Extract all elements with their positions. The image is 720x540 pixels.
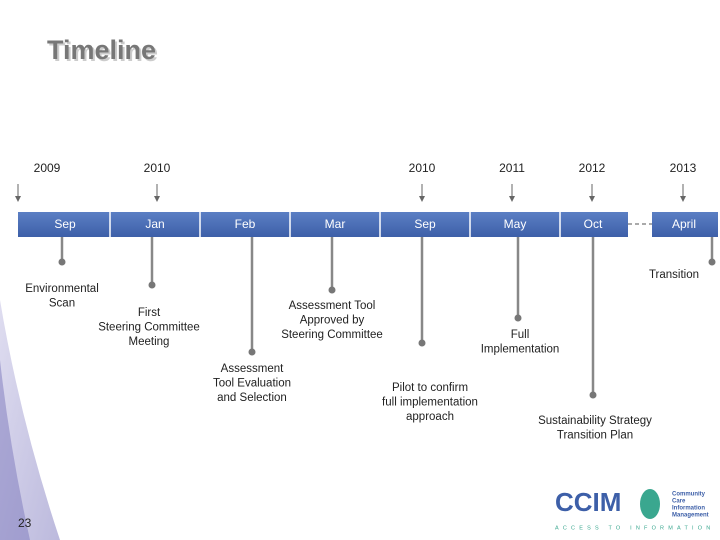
milestone-dot	[328, 286, 336, 294]
logo-name: CCIM	[555, 487, 621, 517]
year-arrow-head	[154, 196, 160, 202]
logo-org: Management	[672, 513, 709, 519]
logo: CCIM ACCESS TO INFORMATION	[555, 487, 714, 532]
logo-tagline: ACCESS TO INFORMATION	[555, 525, 714, 531]
milestone-label: Environmental	[25, 283, 99, 295]
milestone-dot	[418, 339, 426, 347]
milestone-label: Steering Committee	[98, 322, 200, 334]
milestone-label: Scan	[49, 298, 75, 310]
milestone-label: Transition Plan	[557, 430, 633, 442]
year-arrow-head	[419, 196, 425, 202]
milestone-label: Implementation	[481, 344, 560, 356]
logo-org: Care	[672, 499, 686, 505]
month: Oct	[584, 217, 603, 231]
milestone-dot	[589, 391, 597, 399]
year-arrow-head	[509, 196, 515, 202]
month: Jan	[145, 217, 164, 231]
month: Mar	[325, 217, 346, 231]
logo-org: Information	[672, 506, 705, 512]
decoration	[0, 360, 30, 540]
milestone-label: Assessment Tool	[289, 300, 376, 312]
year-arrow-head	[589, 196, 595, 202]
timeline-bar	[652, 212, 718, 237]
milestone-dot	[514, 314, 522, 322]
month: Sep	[54, 217, 76, 231]
timeline-bar	[18, 212, 628, 237]
month: April	[672, 217, 696, 231]
milestone-label: Approved by	[300, 315, 365, 327]
title: Timeline	[47, 35, 156, 65]
milestone-label: Steering Committee	[281, 329, 383, 341]
year: 2010	[144, 161, 171, 175]
year-arrow-head	[15, 196, 21, 202]
milestone-label: and Selection	[217, 392, 287, 404]
milestone-dot	[148, 281, 156, 289]
page-number: 23	[18, 516, 32, 530]
milestone-label: Full	[511, 329, 530, 341]
milestone-label: Sustainability Strategy	[538, 415, 652, 427]
year: 2010	[409, 161, 436, 175]
milestone-dot	[248, 348, 256, 356]
milestone-dot	[58, 258, 66, 266]
milestone-label: Assessment	[221, 363, 284, 375]
milestone-label: Meeting	[129, 336, 170, 348]
milestone-label: First	[138, 307, 161, 319]
milestone-label: Tool Evaluation	[213, 378, 291, 390]
title-shadow: Timeline	[49, 37, 158, 67]
logo-mark	[640, 489, 660, 519]
milestone-label: approach	[406, 411, 454, 423]
milestone-label: Transition	[649, 269, 699, 281]
year: 2013	[670, 161, 697, 175]
milestone-label: full implementation	[382, 397, 478, 409]
year-arrow-head	[680, 196, 686, 202]
year: 2011	[499, 161, 525, 175]
logo-org: Community	[672, 492, 706, 498]
milestone-dot	[708, 258, 716, 266]
year: 2009	[34, 161, 61, 175]
month: Feb	[235, 217, 256, 231]
year: 2012	[579, 161, 606, 175]
month: May	[504, 217, 527, 231]
month: Sep	[414, 217, 436, 231]
milestone-label: Pilot to confirm	[392, 382, 468, 394]
